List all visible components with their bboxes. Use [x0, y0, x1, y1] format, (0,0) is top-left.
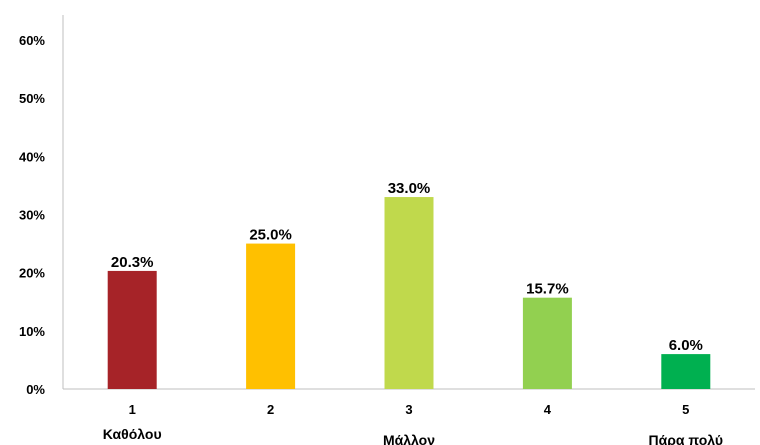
- y-tick-label: 20%: [19, 266, 45, 281]
- y-tick-label: 30%: [19, 208, 45, 223]
- data-label: 25.0%: [249, 227, 292, 244]
- bar: [107, 270, 157, 389]
- y-tick-label: 50%: [19, 91, 45, 106]
- bars-group: [107, 197, 711, 389]
- y-tick-label: 60%: [19, 33, 45, 48]
- x-tick-label: 5: [682, 402, 689, 417]
- data-label: 33.0%: [388, 180, 431, 197]
- y-tick-label: 40%: [19, 149, 45, 164]
- x-axis-labels: 1 Καθόλου 2 3 Μάλλον 4 5 Πάρα πολύ: [103, 402, 723, 445]
- data-label: 20.3%: [111, 254, 154, 271]
- bar: [384, 197, 434, 389]
- x-category-sublabel: Μάλλον: [383, 432, 435, 445]
- data-labels-group: 20.3% 25.0% 33.0% 15.7% 6.0%: [111, 180, 703, 354]
- data-label: 6.0%: [669, 337, 703, 354]
- x-tick-label: 2: [267, 402, 274, 417]
- bar: [661, 354, 711, 389]
- x-category-sublabel: Καθόλου: [103, 426, 162, 442]
- data-label: 15.7%: [526, 281, 569, 298]
- y-tick-label: 0%: [26, 382, 45, 397]
- y-axis-ticks: 0% 10% 20% 30% 40% 50% 60%: [19, 33, 45, 397]
- x-tick-label: 1: [129, 402, 136, 417]
- bar: [246, 243, 296, 389]
- x-category-sublabel: Πάρα πολύ: [649, 432, 723, 445]
- bar: [522, 297, 572, 389]
- x-tick-label: 4: [544, 402, 552, 417]
- x-tick-label: 3: [405, 402, 412, 417]
- y-tick-label: 10%: [19, 324, 45, 339]
